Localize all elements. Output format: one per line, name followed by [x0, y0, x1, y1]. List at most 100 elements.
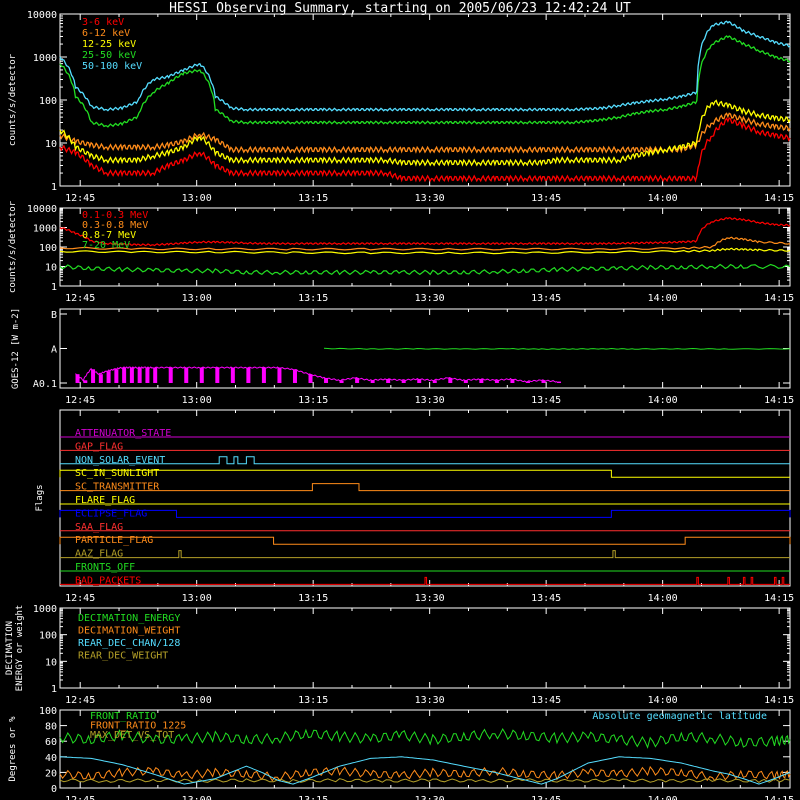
y-tick-label: 100: [39, 706, 57, 717]
time-tick-label: 13:45: [531, 695, 561, 706]
panel-frame: [59, 13, 791, 187]
mev-legend-entry: 0.1-0.3 MeV: [82, 210, 148, 221]
y-tick-label: 0: [51, 784, 57, 795]
time-tick-label: 13:00: [182, 695, 212, 706]
y-axis-label: DECIMATION: [5, 621, 15, 675]
series-line-goes-low: [75, 366, 558, 383]
flag-line: [59, 509, 791, 518]
flag-label: AAZ_FLAG: [75, 549, 123, 560]
goes-spike: [129, 367, 134, 383]
flag-line: [60, 483, 790, 492]
time-tick-label: 13:30: [415, 293, 445, 304]
goes-spike: [479, 379, 484, 383]
flag-line: [60, 550, 790, 559]
y-axis-label: counts/s/detector: [8, 200, 18, 293]
goes-spike: [277, 367, 282, 383]
goes-spike: [370, 380, 375, 383]
series-line-25-50-keV: [59, 35, 791, 128]
panel-frame: [59, 607, 791, 689]
series-line-7-20-MeV: [59, 263, 791, 276]
time-tick-label: 13:45: [531, 395, 561, 406]
y-tick-label: 1: [51, 182, 57, 193]
goes-spike: [246, 367, 251, 383]
flag-label: SC_TRANSMITTER: [75, 482, 160, 493]
time-tick-label: 13:45: [531, 293, 561, 304]
time-tick-label: 14:15: [764, 795, 794, 800]
annotation-geomagnetic: Absolute geomagnetic latitude: [592, 711, 767, 722]
y-tick-label: 60: [45, 737, 57, 748]
y-axis-label: Flags: [35, 484, 45, 511]
decimation-legend-entry: REAR_DEC_CHAN/128: [78, 638, 180, 649]
y-tick-label: 100: [39, 243, 57, 254]
time-tick-label: 13:30: [415, 695, 445, 706]
time-tick-label: 13:15: [298, 193, 328, 204]
flag-label: PARTICLE_FLAG: [75, 535, 153, 546]
time-tick-label: 13:30: [415, 593, 445, 604]
flag-line: [59, 469, 790, 478]
series-line-goes-high: [323, 347, 791, 350]
ratio-legend-entry: FRONT_RATIO: [90, 711, 156, 722]
mev-legend-entry: 0.3-0.8 MeV: [82, 220, 148, 231]
y-tick-label: 10: [45, 263, 57, 274]
time-tick-label: 13:30: [415, 795, 445, 800]
series-line-0.3-0.8-MeV: [59, 236, 791, 251]
time-tick-label: 13:45: [531, 795, 561, 800]
goes-spike: [137, 367, 142, 383]
decimation-legend-entry: DECIMATION_WEIGHT: [78, 626, 180, 637]
y-axis-label: counts/s/detector: [8, 53, 18, 146]
energy-legend-entry: 12-25 keV: [82, 39, 136, 50]
time-tick-label: 13:00: [182, 795, 212, 800]
goes-spike: [557, 381, 562, 383]
ratio-legend-entry: FRONT_RATIO_1225: [90, 721, 186, 732]
goes-spike: [199, 367, 204, 383]
goes-spike: [230, 367, 235, 383]
goes-spike: [153, 367, 158, 383]
y-tick-label: 40: [45, 753, 57, 764]
time-tick-label: 14:00: [648, 695, 678, 706]
series-line-3-6-keV: [59, 117, 791, 183]
y-tick-label: 10: [45, 657, 57, 668]
goes-spike: [324, 377, 329, 383]
goes-spike: [432, 380, 437, 383]
time-tick-label: 13:00: [182, 293, 212, 304]
goes-spike: [75, 374, 80, 383]
goes-spike: [184, 367, 189, 383]
time-tick-label: 13:00: [182, 395, 212, 406]
decimation-legend-entry: DECIMATION_ENERGY: [78, 613, 180, 624]
goes-spike: [114, 369, 119, 383]
y-tick-label: 1000: [33, 224, 57, 235]
y-tick-label: A: [51, 345, 57, 356]
y-tick-label: 1: [51, 282, 57, 293]
y-tick-label: B: [51, 310, 57, 321]
flag-label: GAP_FLAG: [75, 441, 123, 452]
time-tick-label: 13:15: [298, 795, 328, 800]
flag-line: [59, 536, 791, 545]
y-tick-label: A0.1: [33, 379, 57, 390]
time-tick-label: 13:15: [298, 293, 328, 304]
panel-frame: [59, 409, 791, 587]
goes-spike: [292, 369, 297, 383]
time-tick-label: 13:15: [298, 695, 328, 706]
time-tick-label: 13:30: [415, 395, 445, 406]
goes-spike: [463, 380, 468, 383]
ratio-legend-entry: MAX_DET_VS_TOT: [90, 730, 174, 741]
flag-label: ATTENUATOR_STATE: [75, 428, 171, 439]
time-tick-label: 14:15: [764, 395, 794, 406]
time-tick-label: 12:45: [65, 193, 95, 204]
flag-label: FRONTS_OFF: [75, 562, 135, 573]
y-axis-label: Degrees or %: [8, 716, 18, 782]
y-tick-label: 100: [39, 631, 57, 642]
flag-label: ECLIPSE_FLAG: [75, 508, 147, 519]
time-tick-label: 14:15: [764, 695, 794, 706]
goes-spike: [510, 379, 515, 383]
y-tick-label: 20: [45, 768, 57, 779]
time-tick-label: 14:00: [648, 193, 678, 204]
y-tick-label: 1: [51, 684, 57, 695]
goes-spike: [261, 367, 266, 383]
time-tick-label: 14:15: [764, 193, 794, 204]
goes-spike: [386, 379, 391, 383]
goes-spike: [308, 374, 313, 383]
time-tick-label: 13:15: [298, 593, 328, 604]
series-line-12-25-keV: [59, 99, 791, 167]
y-tick-label: 100: [39, 96, 57, 107]
